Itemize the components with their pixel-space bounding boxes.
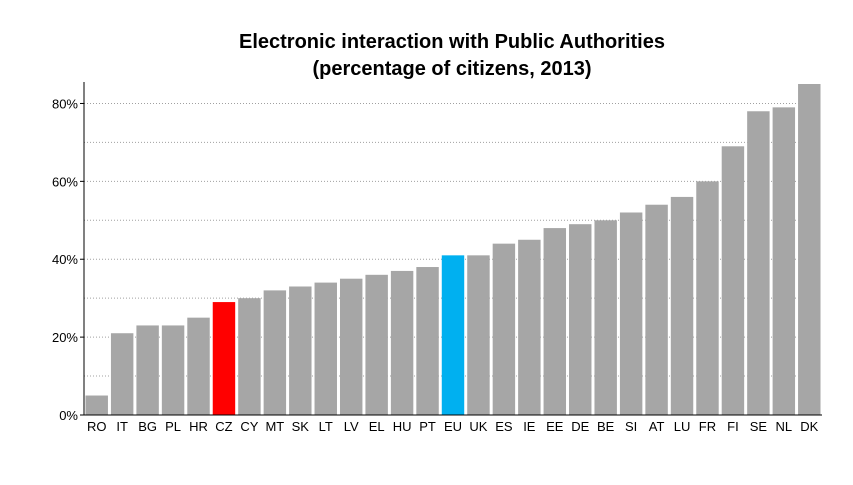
x-category-label: NL	[776, 419, 793, 434]
bar-uk	[467, 255, 490, 415]
x-category-label: LV	[344, 419, 359, 434]
x-category-label: PT	[419, 419, 436, 434]
x-category-label: DE	[571, 419, 589, 434]
chart-subtitle: (percentage of citizens, 2013)	[313, 58, 592, 80]
bar-be	[594, 220, 617, 415]
bar-ee	[543, 228, 567, 415]
y-tick-label: 20%	[52, 330, 78, 345]
bar-cz	[212, 302, 236, 415]
y-tick-label: 80%	[52, 96, 78, 111]
bars	[85, 84, 821, 416]
bar-si	[619, 212, 643, 415]
bar-dk	[798, 84, 821, 415]
chart-title: Electronic interaction with Public Autho…	[239, 31, 665, 53]
bar-ro	[85, 395, 108, 415]
x-category-label: SK	[292, 419, 310, 434]
bar-it	[110, 333, 134, 415]
bar-nl	[772, 107, 796, 415]
x-category-label: EE	[546, 419, 564, 434]
bar-lv	[339, 278, 363, 415]
x-axis-category-labels: RO IT BG PL HR CZ CY MT SK LT LV EL HU PT EU UK ES IE EE DE…	[87, 419, 819, 434]
bar-lt	[314, 282, 337, 415]
x-category-label: DK	[800, 419, 818, 434]
bar-fr	[696, 181, 719, 415]
x-category-label: SI	[625, 419, 637, 434]
x-category-label: FI	[727, 419, 739, 434]
bar-mt	[263, 290, 287, 415]
bar-hu	[390, 270, 414, 415]
x-category-label: HR	[189, 419, 208, 434]
bar-hr	[187, 317, 210, 415]
x-category-label: IT	[116, 419, 128, 434]
bar-fi	[721, 146, 745, 415]
y-tick-label: 60%	[52, 174, 78, 189]
y-tick-label: 40%	[52, 252, 78, 267]
x-category-label: CZ	[215, 419, 232, 434]
x-category-label: EL	[369, 419, 385, 434]
bar-es	[492, 243, 516, 415]
x-category-label: FR	[699, 419, 716, 434]
x-category-label: UK	[469, 419, 487, 434]
bar-el	[365, 274, 388, 415]
y-axis-tick-labels: 0% 20% 40% 60% 80%	[52, 96, 84, 423]
x-category-label: SE	[750, 419, 768, 434]
x-category-label: IE	[523, 419, 536, 434]
bar-at	[645, 204, 668, 415]
y-tick-label: 0%	[59, 408, 78, 423]
x-category-label: AT	[649, 419, 665, 434]
bar-cy	[238, 298, 261, 415]
x-category-label: BE	[597, 419, 615, 434]
x-category-label: PL	[165, 419, 181, 434]
x-category-label: HU	[393, 419, 412, 434]
x-category-label: CY	[240, 419, 258, 434]
bar-sk	[289, 286, 312, 415]
x-category-label: RO	[87, 419, 107, 434]
bar-pl	[161, 325, 185, 415]
axes	[83, 82, 822, 416]
x-category-label: EU	[444, 419, 462, 434]
bar-se	[747, 111, 770, 416]
bar-pt	[416, 267, 439, 415]
x-category-label: LU	[674, 419, 691, 434]
x-category-label: BG	[138, 419, 157, 434]
x-category-label: MT	[265, 419, 284, 434]
x-category-label: LT	[319, 419, 333, 434]
bar-de	[569, 224, 592, 415]
bar-bg	[136, 325, 159, 415]
bar-eu	[441, 255, 465, 415]
x-category-label: ES	[495, 419, 513, 434]
bar-ie	[518, 239, 541, 415]
bar-lu	[670, 196, 694, 415]
